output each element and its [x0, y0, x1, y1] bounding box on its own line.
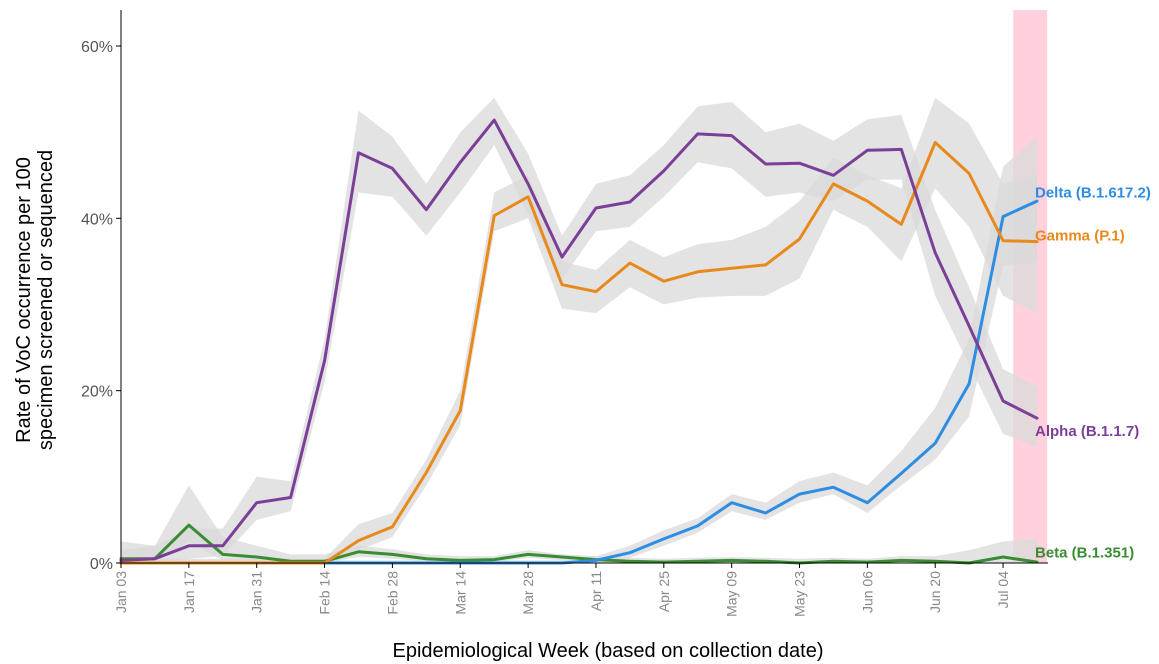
x-tick-label: Jun 06: [859, 571, 875, 613]
x-tick-label: Apr 11: [588, 571, 604, 611]
y-ticks-layer: 0% 20% 40% 60%: [81, 39, 121, 573]
y-tick-label: 20%: [81, 384, 113, 401]
y-tick-label: 0%: [90, 556, 113, 573]
y-tick-label: 40%: [81, 211, 113, 228]
x-tick-label: May 23: [792, 571, 808, 617]
series-label: Beta (B.1.351): [1035, 545, 1134, 562]
x-axis-title: Epidemiological Week (based on collectio…: [393, 640, 824, 662]
x-tick-label: Jan 03: [113, 571, 129, 613]
series-label: Delta (B.1.617.2): [1035, 184, 1151, 201]
axes-layer: [120, 10, 1048, 564]
x-tick-label: Jan 17: [181, 571, 197, 613]
x-tick-label: Feb 28: [384, 571, 400, 615]
series-labels-layer: Alpha (B.1.1.7) Gamma (P.1) Delta (B.1.617…: [1035, 184, 1151, 561]
y-axis-title-line-1: Rate of VoC occurrence per 100: [13, 157, 35, 443]
ci-band-0: [121, 97, 1037, 563]
series-line-3: [119, 523, 1039, 565]
y-tick-label: 60%: [81, 39, 113, 56]
x-tick-label: May 09: [724, 571, 740, 617]
series-label: Gamma (P.1): [1035, 228, 1125, 245]
series-label: Alpha (B.1.1.7): [1035, 423, 1139, 440]
ci-band-3: [121, 485, 1037, 563]
x-tick-label: Mar 28: [520, 571, 536, 615]
x-tick-label: Jun 20: [927, 571, 943, 613]
x-tick-label: Jan 31: [249, 571, 265, 613]
x-tick-label: Jul 04: [995, 571, 1011, 609]
confidence-bands-layer: [121, 97, 1037, 563]
y-axis-title-line-2: specimen screened or sequenced: [35, 150, 57, 450]
x-tick-label: Apr 25: [656, 571, 672, 612]
series-line-0: [119, 118, 1039, 562]
ci-band-1: [121, 97, 1037, 563]
x-ticks-layer: Jan 03 Jan 17 Jan 31 Feb 14 Feb 28 Mar 14 Mar …: [113, 563, 1011, 617]
x-tick-label: Mar 14: [452, 571, 468, 615]
x-tick-label: Feb 14: [317, 571, 333, 615]
